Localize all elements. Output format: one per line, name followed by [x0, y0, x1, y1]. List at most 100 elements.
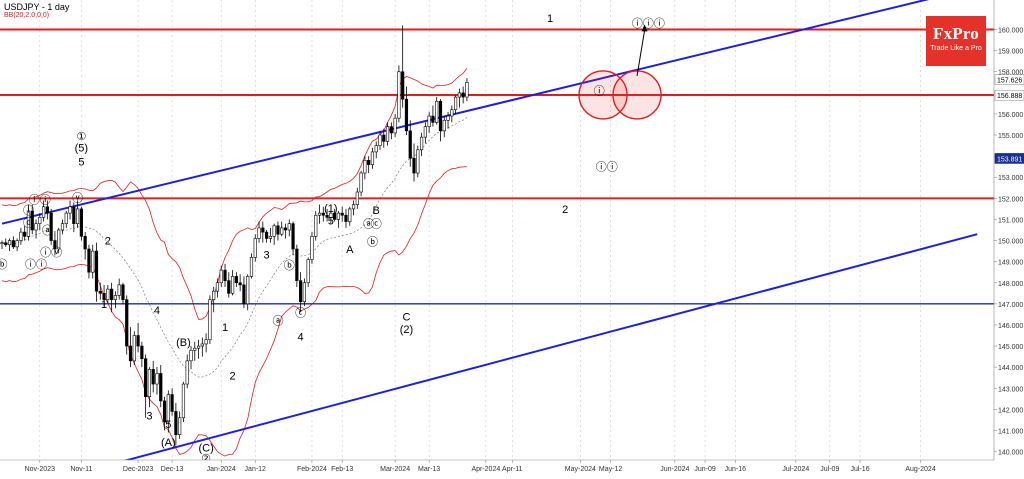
logo-brand: FxPro: [932, 24, 979, 43]
candle-bear: [412, 157, 416, 174]
candle-bear: [408, 130, 412, 159]
bollinger-lower-band: [1, 166, 467, 457]
price-tag-box: [994, 74, 1024, 85]
candle-bull: [257, 227, 261, 239]
candle-bear: [344, 214, 348, 222]
candle-bull: [393, 117, 397, 134]
wave-label: 2: [230, 371, 236, 383]
candle-bull: [374, 145, 378, 153]
candle-bull: [348, 208, 352, 222]
candle-bull: [465, 81, 469, 98]
x-tick-label: Jun-16: [725, 466, 747, 473]
wave-label: A: [346, 244, 354, 256]
candle-bull: [212, 290, 216, 300]
wave-label: ⓘⓘ: [596, 161, 618, 174]
candle-bull: [166, 394, 170, 423]
wave-label: ⓑ: [0, 258, 8, 271]
candle-bear: [264, 231, 269, 239]
wave-label: ⓑ: [367, 236, 378, 249]
candle-bull: [314, 214, 318, 237]
candle-bear: [102, 293, 106, 300]
candle-bull: [287, 223, 291, 231]
candle-bear: [53, 240, 57, 250]
candle-bull: [113, 295, 117, 300]
candle-bull: [132, 335, 136, 362]
wave-label: 1: [547, 13, 553, 25]
candle-bear: [438, 100, 443, 132]
candle-bear: [340, 212, 344, 216]
wave-label: ⓘⓥ: [40, 246, 62, 259]
candle-bull: [19, 231, 23, 241]
y-tick-label: 143.000: [998, 386, 1023, 393]
candle-bear: [98, 290, 102, 294]
candle-bear: [140, 345, 144, 360]
bollinger-upper-band: [1, 68, 468, 320]
candle-bear: [404, 98, 409, 132]
candle-bull: [0, 242, 4, 244]
x-tick-label: Jan-12: [245, 466, 267, 473]
y-tick-label: 149.000: [998, 260, 1023, 267]
candle-bull: [196, 345, 201, 349]
candle-bull: [91, 250, 95, 273]
candle-bull: [117, 284, 121, 296]
candle-bull: [76, 208, 80, 224]
candle-bull: [453, 96, 458, 111]
x-tick-label: Nov-2023: [25, 466, 55, 473]
candle-bull: [355, 191, 359, 205]
y-tick-label: 141.000: [998, 428, 1023, 435]
x-tick-label: Mar-2024: [380, 466, 410, 473]
wave-label: (B): [176, 337, 191, 349]
candle-bull: [215, 282, 220, 292]
candle-bull: [336, 212, 341, 220]
bollinger-middle-band: [1, 117, 468, 378]
wave-label: ⓥ: [72, 191, 83, 204]
candle-bull: [185, 360, 189, 385]
highlight-circle: [578, 70, 628, 120]
candle-bear: [261, 227, 265, 233]
candle-bear: [321, 212, 325, 216]
candle-bear: [159, 373, 163, 402]
candle-bull: [370, 151, 375, 165]
candle-bull: [155, 373, 159, 385]
channel-line: [1, 0, 930, 225]
wave-label: (C): [198, 442, 213, 454]
x-tick-label: Aug-2024: [905, 466, 935, 473]
x-tick-label: Jun-09: [694, 466, 716, 473]
candle-bear: [227, 280, 231, 294]
candle-bull: [310, 236, 314, 260]
candle-bull: [423, 126, 427, 138]
candle-bear: [79, 208, 83, 237]
candle-bull: [385, 126, 390, 142]
candle-bull: [306, 259, 310, 284]
wave-label: B: [373, 205, 380, 217]
candle-bull: [427, 115, 431, 127]
candle-bear: [125, 299, 129, 347]
wave-label: ⓐ: [272, 315, 283, 328]
wave-label: ⓘ: [594, 85, 605, 98]
candle-bull: [15, 240, 19, 248]
candle-bear: [45, 206, 49, 214]
price-tag-label: 156.888: [997, 93, 1022, 100]
candle-bear: [170, 394, 174, 412]
wave-label: ⓐ: [42, 224, 53, 237]
candle-bear: [291, 223, 295, 250]
candle-bull: [189, 349, 193, 362]
candle-bear: [276, 225, 280, 235]
wave-label: 5: [78, 156, 84, 168]
fxpro-logo: FxPro Trade Like a Pro: [926, 16, 986, 66]
x-tick-label: Jun-2024: [660, 466, 689, 473]
candle-bear: [295, 248, 299, 281]
wave-label: ⓘⓘ: [25, 258, 47, 271]
candle-bull: [280, 227, 284, 235]
candle-bear: [333, 212, 337, 220]
candle-bull: [208, 299, 212, 341]
price-tag-box: [994, 89, 1024, 101]
candle-bear: [367, 160, 371, 165]
wave-label: (1): [324, 203, 337, 215]
projection-arrow-head: [641, 24, 648, 32]
y-tick-label: 145.000: [998, 344, 1023, 351]
wave-label: 2: [562, 204, 568, 216]
